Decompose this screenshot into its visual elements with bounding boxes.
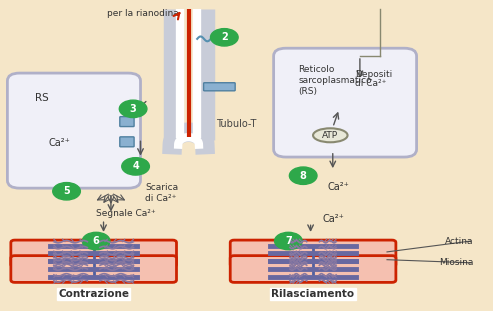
FancyBboxPatch shape xyxy=(11,256,176,282)
Text: Ca²⁺: Ca²⁺ xyxy=(328,182,350,192)
FancyBboxPatch shape xyxy=(230,240,396,267)
Text: ATP: ATP xyxy=(322,131,338,140)
Text: Actina: Actina xyxy=(445,237,473,245)
FancyBboxPatch shape xyxy=(7,73,141,188)
Circle shape xyxy=(211,29,238,46)
Text: sarcoplasmatico: sarcoplasmatico xyxy=(298,76,372,85)
Text: per la rianodina: per la rianodina xyxy=(107,10,179,18)
Text: Reticolo: Reticolo xyxy=(298,65,335,74)
FancyBboxPatch shape xyxy=(120,137,134,147)
Text: 8: 8 xyxy=(300,171,307,181)
Text: di Ca²⁺: di Ca²⁺ xyxy=(355,79,387,88)
Circle shape xyxy=(275,232,302,250)
Text: 5: 5 xyxy=(63,186,70,196)
Text: RS: RS xyxy=(35,93,48,103)
Circle shape xyxy=(289,167,317,184)
Circle shape xyxy=(122,158,149,175)
FancyBboxPatch shape xyxy=(204,83,235,91)
FancyBboxPatch shape xyxy=(230,256,396,282)
Text: 4: 4 xyxy=(132,161,139,171)
Text: Ca²⁺: Ca²⁺ xyxy=(323,214,345,224)
FancyBboxPatch shape xyxy=(120,117,134,127)
Circle shape xyxy=(53,183,80,200)
Text: Depositi: Depositi xyxy=(355,70,392,79)
Text: 3: 3 xyxy=(130,104,137,114)
Text: (RS): (RS) xyxy=(298,87,317,96)
Text: Rilasciamento: Rilasciamento xyxy=(272,289,354,299)
Text: Segnale Ca²⁺: Segnale Ca²⁺ xyxy=(96,209,156,217)
FancyBboxPatch shape xyxy=(274,48,417,157)
Text: Scarica
di Ca²⁺: Scarica di Ca²⁺ xyxy=(145,183,178,203)
Text: 6: 6 xyxy=(93,236,100,246)
Text: Tubulo-T: Tubulo-T xyxy=(216,119,257,129)
Text: Ca²⁺: Ca²⁺ xyxy=(48,138,70,148)
Ellipse shape xyxy=(313,128,348,142)
Text: 7: 7 xyxy=(285,236,292,246)
Text: Miosina: Miosina xyxy=(439,258,473,267)
Text: Contrazione: Contrazione xyxy=(58,289,129,299)
Circle shape xyxy=(82,232,110,250)
FancyBboxPatch shape xyxy=(11,240,176,267)
Text: 2: 2 xyxy=(221,32,228,42)
Circle shape xyxy=(119,100,147,118)
